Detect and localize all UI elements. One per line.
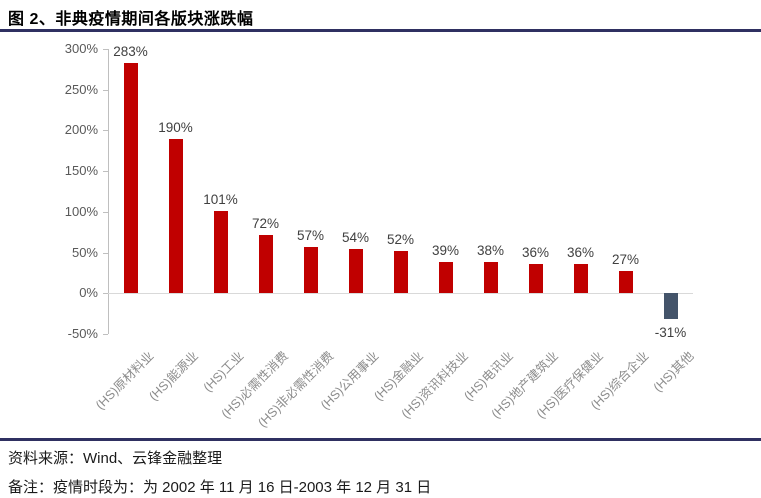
- bar-(HS)综合企业: [618, 271, 633, 294]
- y-tick-label: 150%: [64, 163, 98, 179]
- bar-value-label: 36%: [566, 244, 595, 260]
- bar-(HS)非必需性消费: [303, 246, 318, 294]
- bar-value-label: 101%: [203, 192, 238, 208]
- bar-(HS)资讯科技业: [438, 261, 453, 294]
- y-axis-tick: [103, 130, 108, 132]
- y-tick-label: -50%: [67, 326, 98, 341]
- y-axis-tick: [103, 334, 108, 335]
- bar-chart: 300% 250% 200% 150% 100% 50% 0% -50% 283% (HS)原材料…: [64, 41, 697, 430]
- bar-(HS)金融业: [393, 250, 408, 294]
- y-tick-label: 250%: [64, 81, 98, 97]
- bar-(HS)原材料业: [123, 62, 138, 294]
- bar-value-label: 54%: [341, 230, 370, 246]
- y-axis-tick: [103, 293, 108, 295]
- y-tick-label: 100%: [64, 203, 98, 219]
- y-tick-label: 300%: [64, 41, 98, 56]
- x-category-label: (HS)原材料业: [92, 348, 157, 413]
- bar-value-label: 72%: [251, 215, 280, 231]
- y-axis-tick: [103, 49, 108, 50]
- footer-divider: [0, 438, 761, 441]
- bar-(HS)医疗保健业: [573, 263, 588, 294]
- bar-value-label: 52%: [386, 231, 415, 247]
- y-axis-tick: [103, 171, 108, 173]
- bar-value-label: 39%: [431, 242, 460, 258]
- y-tick-label: 50%: [71, 244, 98, 260]
- bar-(HS)公用事业: [348, 249, 363, 294]
- bar-value-label: 190%: [158, 119, 193, 135]
- bar-(HS)地产建筑业: [528, 263, 543, 294]
- bar-value-label: 36%: [521, 244, 550, 260]
- y-axis-line: [108, 49, 109, 334]
- y-axis-tick: [103, 252, 108, 254]
- source-note: 资料来源：Wind、云锋金融整理: [8, 450, 223, 467]
- y-tick-label: 200%: [64, 122, 98, 138]
- zero-baseline: [108, 293, 693, 294]
- y-axis-tick: [103, 211, 108, 213]
- bar-(HS)其他: [663, 293, 678, 319]
- bar-value-label: 27%: [611, 252, 640, 268]
- period-note: 备注：疫情时段为：为 2002 年 11 月 16 日-2003 年 12 月 …: [8, 479, 432, 496]
- bar-value-label: 38%: [476, 243, 505, 259]
- bar-(HS)必需性消费: [258, 234, 273, 294]
- bar-(HS)工业: [213, 211, 228, 294]
- y-axis-tick: [103, 89, 108, 91]
- bar-value-label: -31%: [654, 324, 687, 340]
- bar-value-label: 57%: [296, 227, 325, 243]
- bar-(HS)电讯业: [483, 262, 498, 294]
- y-tick-label: 0%: [79, 285, 98, 301]
- figure-title: 图 2、非典疫情期间各版块涨跌幅: [8, 11, 254, 28]
- bar-(HS)能源业: [168, 138, 183, 294]
- title-divider: [0, 29, 761, 32]
- bar-value-label: 283%: [113, 43, 148, 59]
- x-category-label: (HS)其他: [650, 348, 697, 395]
